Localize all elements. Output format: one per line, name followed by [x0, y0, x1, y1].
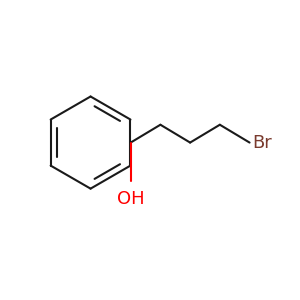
Text: Br: Br: [253, 134, 272, 152]
Text: OH: OH: [117, 190, 145, 208]
